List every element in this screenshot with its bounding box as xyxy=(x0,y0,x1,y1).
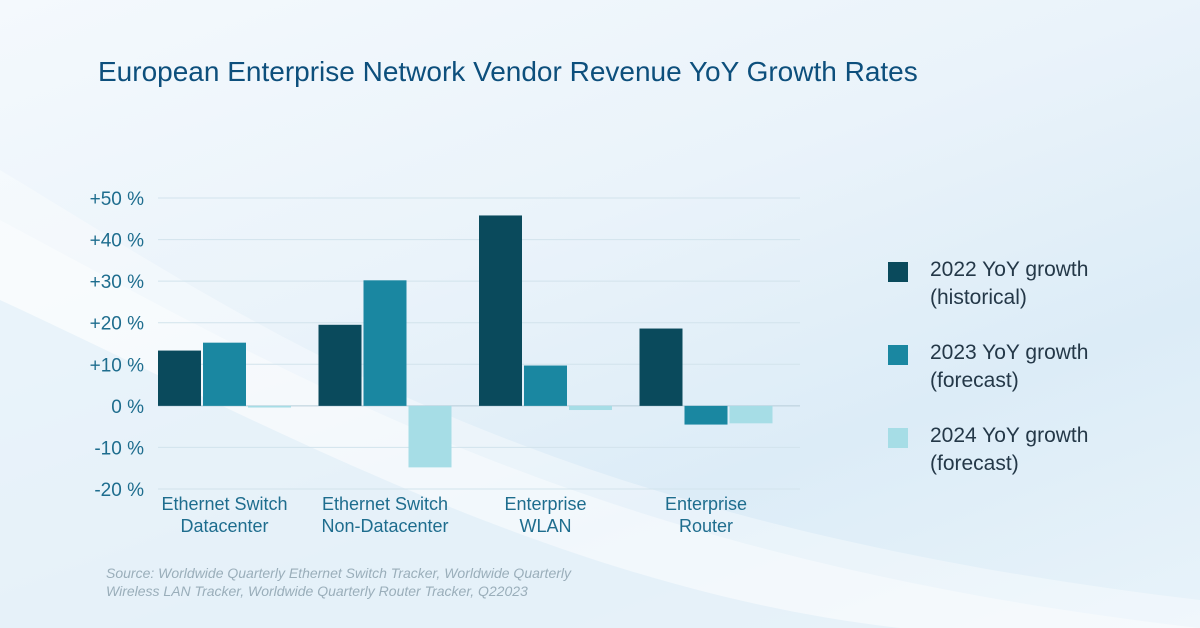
x-tick-label: WLAN xyxy=(519,516,571,536)
legend-item: 2023 YoY growth (forecast) xyxy=(888,339,1188,395)
legend-label-line: 2022 YoY growth xyxy=(930,258,1089,281)
legend-label-line: 2023 YoY growth xyxy=(930,341,1089,364)
y-tick-label: +10 % xyxy=(90,355,145,376)
source-line: Source: Worldwide Quarterly Ethernet Swi… xyxy=(106,565,572,581)
bar xyxy=(318,324,362,406)
legend-label-line: (historical) xyxy=(930,286,1027,309)
x-tick-label: Ethernet Switch xyxy=(322,494,448,514)
bar xyxy=(524,365,567,406)
bar xyxy=(684,405,728,425)
x-tick-label: Ethernet Switch xyxy=(161,494,287,514)
legend-swatch xyxy=(888,428,908,448)
legend-item: 2024 YoY growth (forecast) xyxy=(888,422,1188,478)
bar xyxy=(729,405,773,424)
bar xyxy=(408,405,452,468)
y-tick-label: +20 % xyxy=(90,314,145,335)
bar xyxy=(158,350,201,406)
x-tick-label: Router xyxy=(679,516,733,536)
bar xyxy=(248,405,291,408)
legend: 2022 YoY growth (historical) 2023 YoY grow… xyxy=(888,256,1188,505)
y-tick-label: +30 % xyxy=(90,272,145,293)
y-tick-label: -20 % xyxy=(94,480,144,501)
x-tick-label: Enterprise xyxy=(665,494,747,514)
legend-swatch xyxy=(888,345,908,365)
axis-labels: +50 % +40 % +30 % +20 % +10 % 0 % -10 % -20 % Et… xyxy=(90,189,747,536)
y-tick-label: +40 % xyxy=(90,231,145,252)
bars xyxy=(158,215,773,468)
legend-label-line: (forecast) xyxy=(930,452,1019,475)
bar xyxy=(479,215,522,406)
y-tick-label: +50 % xyxy=(90,189,145,210)
y-tick-label: 0 % xyxy=(111,397,144,418)
bar xyxy=(203,342,246,406)
source-line: Wireless LAN Tracker, Worldwide Quarterl… xyxy=(106,583,528,599)
chart-title: European Enterprise Network Vendor Reven… xyxy=(98,56,918,87)
legend-label: 2023 YoY growth (forecast) xyxy=(930,339,1088,395)
legend-label: 2022 YoY growth (historical) xyxy=(930,256,1088,312)
bar xyxy=(569,405,612,411)
legend-item: 2022 YoY growth (historical) xyxy=(888,256,1188,312)
source-note: Source: Worldwide Quarterly Ethernet Swi… xyxy=(106,564,571,600)
bar xyxy=(363,280,407,406)
x-tick-label: Datacenter xyxy=(180,516,268,536)
y-tick-label: -10 % xyxy=(94,438,144,459)
x-tick-label: Enterprise xyxy=(504,494,586,514)
legend-label-line: 2024 YoY growth xyxy=(930,424,1089,447)
x-tick-label: Non-Datacenter xyxy=(321,516,448,536)
legend-swatch xyxy=(888,262,908,282)
legend-label: 2024 YoY growth (forecast) xyxy=(930,422,1088,478)
legend-label-line: (forecast) xyxy=(930,369,1019,392)
bar xyxy=(639,328,683,406)
